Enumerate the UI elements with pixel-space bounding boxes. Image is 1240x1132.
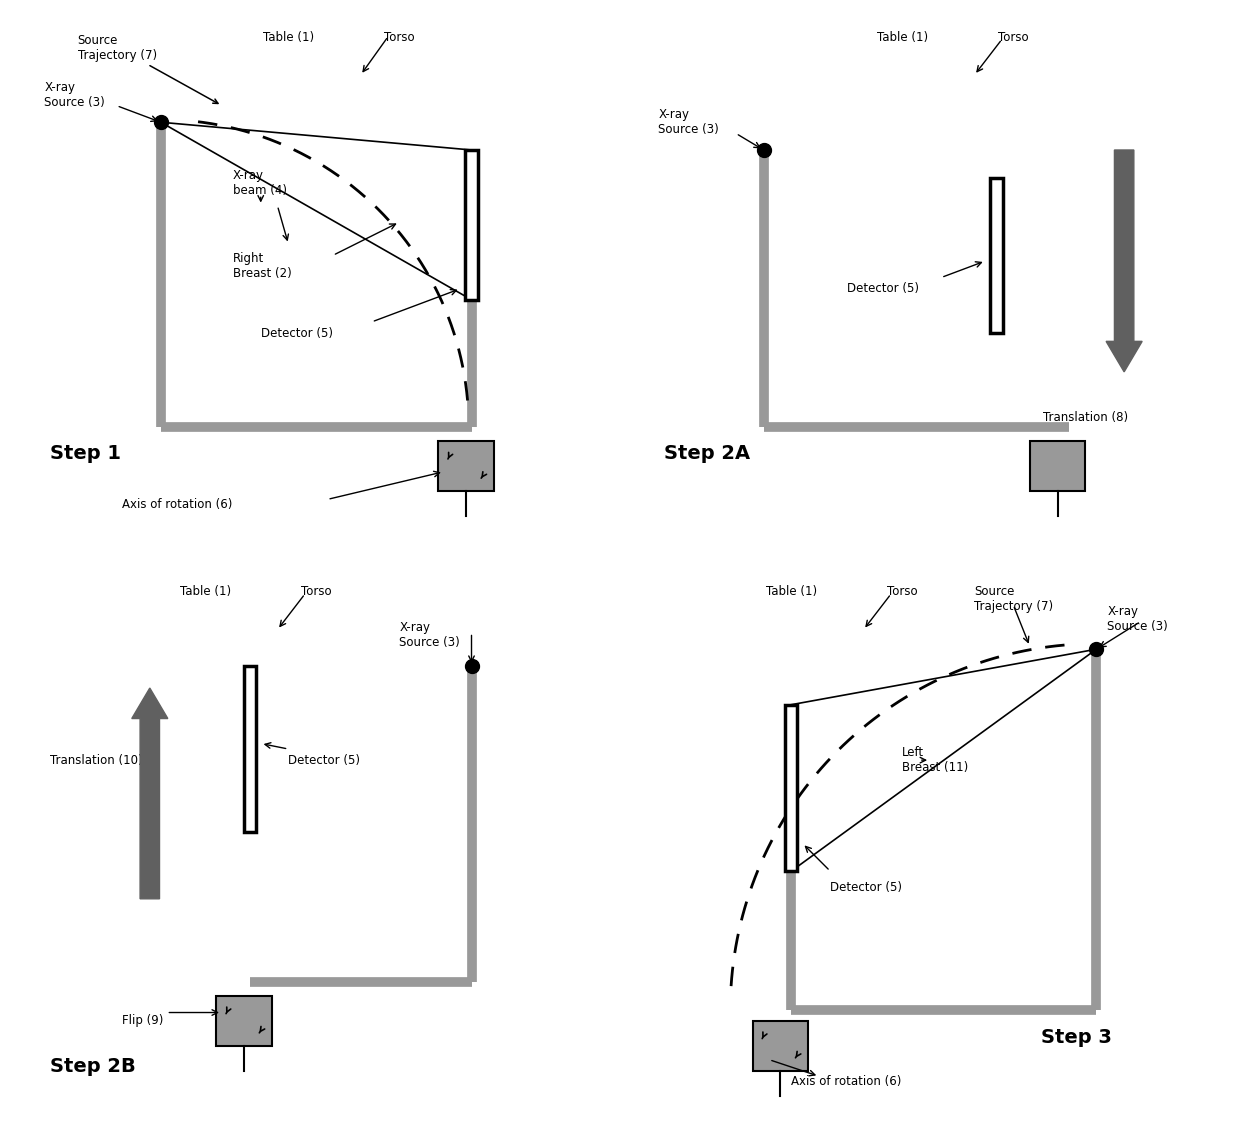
Text: Step 3: Step 3 (1040, 1028, 1112, 1047)
Text: X-ray
Source (3): X-ray Source (3) (1107, 604, 1168, 633)
Text: Step 1: Step 1 (50, 444, 122, 463)
Text: Torso: Torso (998, 31, 1028, 44)
Text: Table (1): Table (1) (877, 31, 928, 44)
Text: Detector (5): Detector (5) (289, 754, 361, 766)
Text: X-ray
Source (3): X-ray Source (3) (658, 109, 719, 136)
Text: Step 2A: Step 2A (663, 444, 750, 463)
Text: Torso: Torso (384, 31, 414, 44)
Text: X-ray
beam (4): X-ray beam (4) (233, 170, 286, 197)
Text: Source
Trajectory (7): Source Trajectory (7) (78, 34, 218, 103)
Bar (243, 666, 255, 832)
Bar (753, 1021, 808, 1071)
Text: Source
Trajectory (7): Source Trajectory (7) (975, 585, 1054, 614)
Text: Table (1): Table (1) (180, 585, 231, 599)
Bar (1030, 441, 1085, 491)
Text: X-ray
Source (3): X-ray Source (3) (45, 80, 105, 109)
Text: Table (1): Table (1) (263, 31, 314, 44)
Bar (216, 996, 272, 1046)
Text: Step 2B: Step 2B (50, 1057, 135, 1077)
Text: Torso: Torso (301, 585, 331, 599)
FancyArrow shape (1106, 149, 1142, 371)
Bar (438, 441, 494, 491)
Bar (465, 151, 477, 300)
Bar (785, 704, 797, 872)
Text: Flip (9): Flip (9) (122, 1014, 164, 1028)
Text: Detector (5): Detector (5) (847, 282, 919, 295)
Text: Axis of rotation (6): Axis of rotation (6) (122, 498, 232, 512)
Text: Table (1): Table (1) (766, 585, 817, 599)
Text: Translation (8): Translation (8) (1043, 411, 1128, 423)
Text: Translation (10): Translation (10) (50, 754, 143, 766)
Text: Right
Breast (2): Right Breast (2) (233, 252, 291, 281)
FancyArrow shape (131, 688, 167, 899)
Text: Torso: Torso (887, 585, 918, 599)
Bar (991, 178, 1003, 333)
Text: Axis of rotation (6): Axis of rotation (6) (791, 1075, 901, 1088)
Text: Detector (5): Detector (5) (830, 881, 903, 894)
Text: X-ray
Source (3): X-ray Source (3) (399, 621, 460, 650)
Text: Left
Breast (11): Left Breast (11) (903, 746, 968, 774)
Text: Detector (5): Detector (5) (260, 326, 332, 340)
